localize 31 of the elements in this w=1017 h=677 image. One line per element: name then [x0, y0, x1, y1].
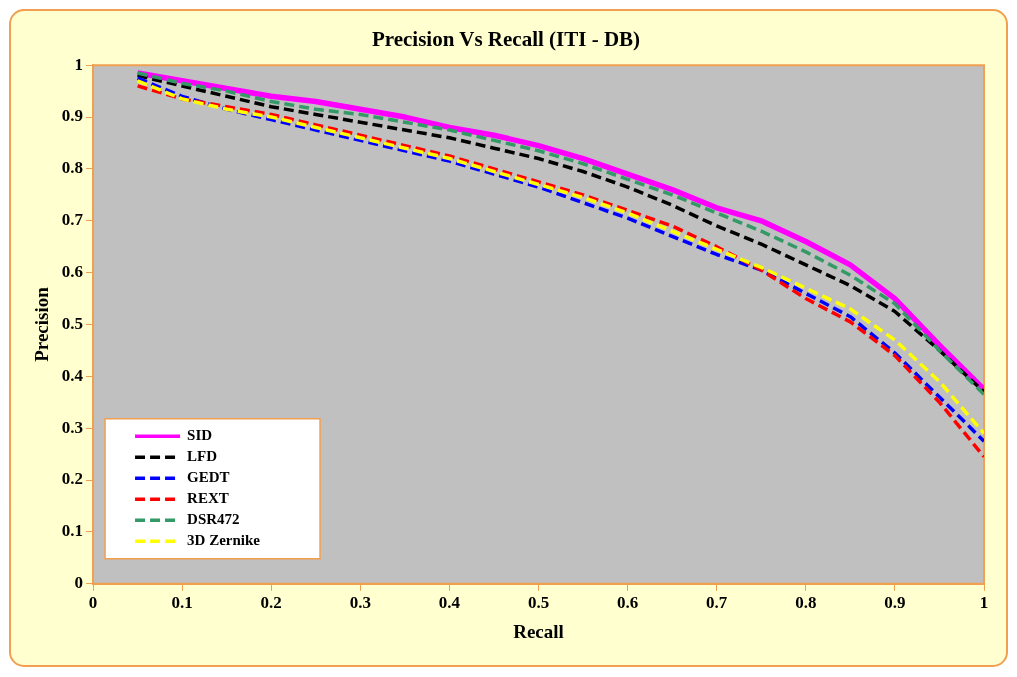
legend-label: GEDT	[187, 469, 230, 486]
x-tick-label: 0.9	[884, 593, 906, 613]
chart-title: Precision Vs Recall (ITI - DB)	[371, 27, 641, 52]
y-tick-label: 0.5	[61, 313, 84, 333]
y-tick-label: 0.3	[61, 417, 84, 437]
x-tick-label: 0.4	[438, 593, 461, 613]
y-tick-label: 1	[74, 54, 84, 74]
y-tick-label: 0.4	[61, 365, 84, 385]
x-tick-label: 0.5	[527, 593, 550, 613]
legend-label: DSR472	[187, 511, 240, 528]
x-tick-label: 0.2	[260, 593, 282, 613]
y-tick-label: 0.8	[61, 158, 84, 178]
y-tick-label: 0.1	[61, 521, 84, 541]
legend-label: 3D Zernike	[187, 532, 261, 549]
y-tick-label: 0	[74, 573, 84, 593]
x-tick-label: 0.7	[706, 593, 728, 613]
y-tick-label: 0.9	[61, 106, 84, 126]
y-axis-title: Precision	[31, 286, 53, 362]
x-tick-label: 0	[88, 593, 98, 613]
x-tick-label: 0.1	[171, 593, 193, 613]
x-tick-label: 0.3	[349, 593, 371, 613]
x-tick-label: 0.6	[616, 593, 639, 613]
x-axis-title: Recall	[513, 620, 564, 642]
x-tick-label: 1	[979, 593, 989, 613]
y-tick-label: 0.7	[61, 210, 84, 230]
y-tick-label: 0.2	[61, 469, 84, 489]
legend-label: LFD	[187, 448, 218, 465]
x-tick-label: 0.8	[795, 593, 817, 613]
legend-label: SID	[187, 427, 213, 444]
legend-label: REXT	[187, 490, 229, 507]
y-tick-label: 0.6	[61, 262, 84, 282]
